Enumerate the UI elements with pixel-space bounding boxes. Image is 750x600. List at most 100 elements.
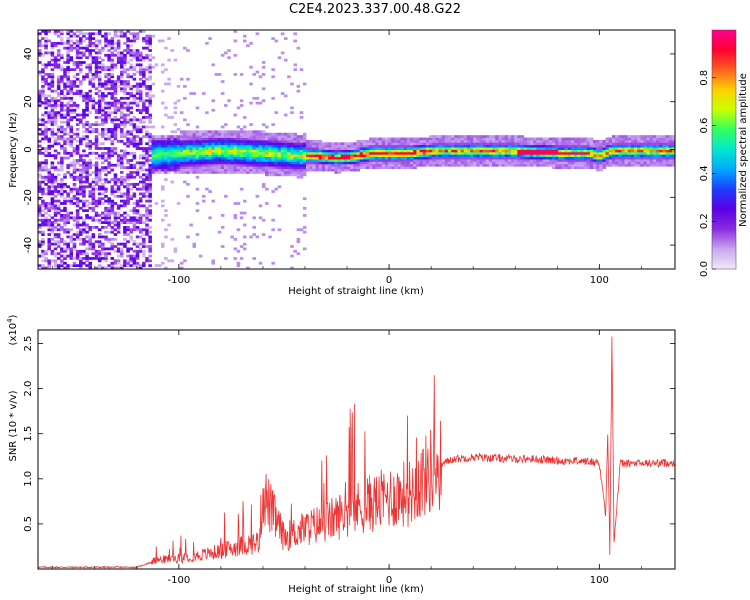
y-tick-label: -40 (23, 237, 34, 253)
spectrogram-cell (116, 41, 121, 45)
spectrogram-cell (306, 149, 310, 153)
spectrogram-cell (66, 32, 70, 36)
spectrogram-cell (82, 99, 86, 103)
spectrogram-cell (574, 159, 578, 162)
spectrogram-cell (391, 147, 395, 150)
spectrogram-cell (104, 180, 108, 184)
spectrogram-cell (113, 194, 118, 198)
spectrogram-cell (116, 108, 121, 112)
spectrogram-cell (555, 137, 559, 141)
spectrogram-cell (44, 187, 48, 191)
spectrogram-cell (119, 166, 124, 170)
spectrogram-cell (88, 89, 93, 93)
spectrogram-cell (517, 151, 521, 155)
spectrogram-cell (135, 82, 140, 86)
spectrogram-cell (514, 149, 518, 153)
spectrogram-cell (277, 185, 282, 189)
spectrogram-cell (192, 159, 197, 162)
spectrogram-cell (470, 163, 474, 167)
spectrogram-cell (205, 142, 209, 146)
spectrogram-cell (101, 154, 105, 158)
spectrogram-cell (94, 178, 99, 181)
spectrogram-cell (523, 149, 528, 153)
spectrogram-cell (38, 139, 42, 143)
spectrogram-cell (640, 149, 644, 153)
spectrogram-cell (151, 142, 156, 146)
spectrogram-cell (239, 135, 244, 138)
spectrogram-cell (110, 242, 115, 246)
spectrogram-cell (621, 137, 625, 141)
spectrogram-cell (44, 41, 48, 45)
spectrogram-cell (353, 159, 357, 162)
spectrogram-cell (53, 166, 58, 170)
spectrogram-cell (236, 156, 241, 160)
spectrogram-cell (602, 144, 607, 148)
spectrogram-cell (441, 142, 446, 146)
spectrogram-cell (123, 149, 127, 153)
spectrogram-cell (217, 149, 222, 153)
spectrogram-cell (277, 144, 282, 148)
spectrogram-cell (132, 84, 137, 88)
spectrogram-cell (47, 173, 52, 177)
spectrogram-cell (388, 139, 392, 143)
spectrogram-cell (123, 221, 127, 224)
spectrogram-cell (186, 123, 190, 126)
spectrogram-cell (69, 252, 74, 256)
spectrogram-cell (148, 87, 152, 91)
spectrogram-cell (388, 149, 392, 153)
x-tick-label: -100 (168, 275, 191, 286)
spectrogram-cell (116, 154, 121, 158)
spectrogram-cell (142, 233, 146, 236)
spectrogram-cell (359, 163, 364, 167)
spectrogram-cell (287, 137, 291, 141)
spectrogram-cell (274, 166, 279, 170)
spectrogram-cell (410, 137, 414, 141)
spectrogram-cell (498, 163, 502, 167)
spectrogram-cell (179, 166, 184, 170)
spectrogram-cell (293, 142, 297, 146)
spectrogram-cell (397, 151, 402, 155)
spectrogram-cell (104, 65, 108, 69)
spectrogram-cell (624, 151, 629, 155)
spectrogram-cell (170, 163, 174, 167)
spectrogram-cell (85, 175, 89, 179)
spectrogram-cell (160, 156, 165, 160)
spectrogram-cell (167, 137, 171, 141)
spectrogram-cell (233, 214, 238, 217)
spectrogram-cell (60, 254, 64, 258)
spectrogram-cell (72, 166, 77, 170)
spectrogram-cell (123, 56, 127, 60)
spectrogram-cell (101, 235, 105, 239)
spectrogram-cell (359, 151, 364, 155)
spectrogram-cell (94, 46, 99, 50)
spectrogram-cell (539, 144, 543, 148)
spectrogram-cell (542, 144, 547, 148)
spectrogram-cell (142, 254, 146, 258)
spectrogram-cell (41, 161, 45, 165)
spectrogram-cell (47, 113, 52, 117)
spectrogram-cell (384, 137, 389, 141)
spectrogram-cell (138, 161, 143, 165)
spectrogram-cell (123, 61, 127, 64)
spectrogram-cell (236, 125, 241, 129)
spectrogram-cell (432, 149, 436, 153)
spectrogram-cell (126, 187, 130, 191)
spectrogram-cell (38, 187, 42, 191)
spectrogram-cell (170, 168, 174, 172)
spectrogram-cell (192, 163, 197, 167)
spectrogram-cell (91, 44, 96, 48)
spectrogram-cell (66, 163, 70, 167)
spectrogram-cell (504, 139, 509, 143)
spectrogram-cell (60, 182, 64, 186)
spectrogram-cell (116, 247, 121, 251)
spectrogram-cell (94, 58, 99, 62)
spectrogram-cell (75, 106, 80, 110)
spectrogram-cell (378, 147, 383, 150)
spectrogram-cell (239, 166, 244, 170)
spectrogram-cell (66, 171, 70, 174)
spectrogram-cell (309, 156, 313, 160)
spectrogram-cell (558, 166, 562, 170)
spectrogram-cell (315, 142, 320, 146)
spectrogram-cell (148, 214, 152, 217)
spectrogram-cell (75, 221, 80, 224)
